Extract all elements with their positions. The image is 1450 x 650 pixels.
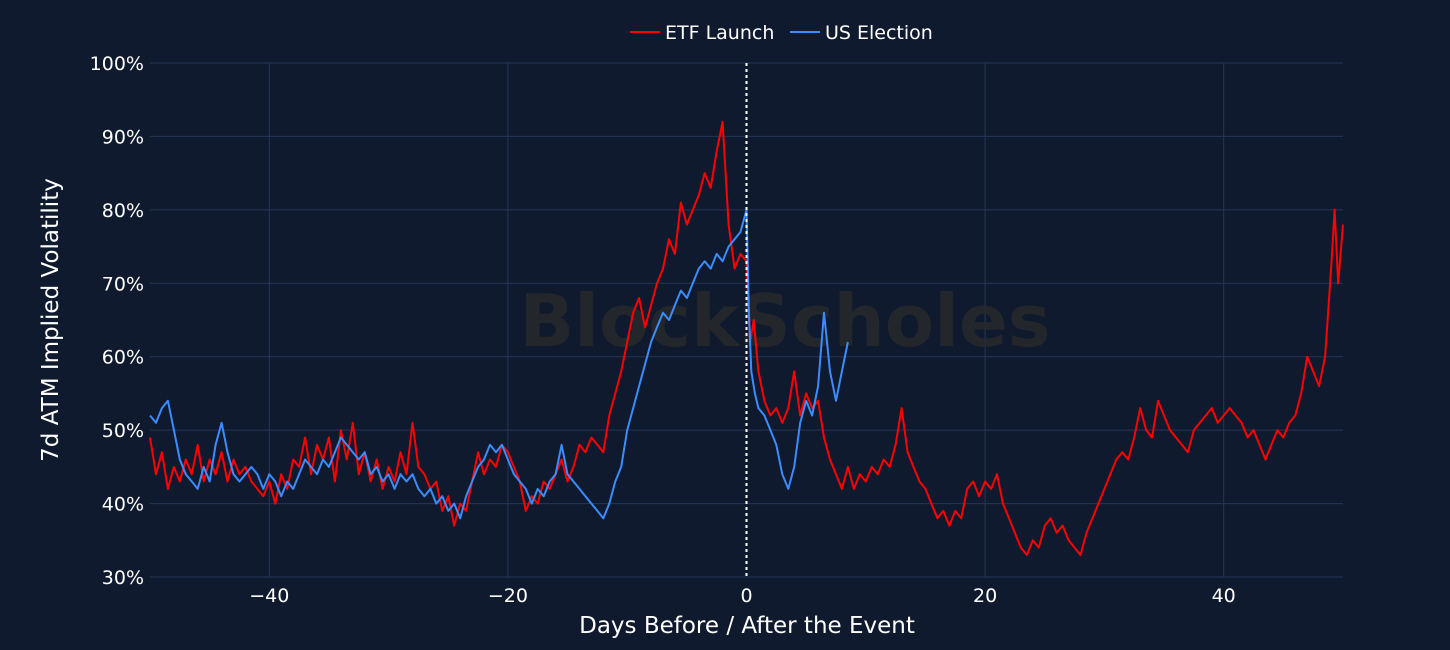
y-tick-label: 60% [102, 347, 144, 369]
y-tick-label: 100% [90, 53, 144, 75]
legend-label: US Election [825, 22, 933, 44]
x-tick-label: 0 [740, 585, 752, 607]
watermark: BlockScholes [519, 279, 1050, 363]
y-tick-label: 70% [102, 273, 144, 295]
series-line-us-election [149, 208, 849, 520]
legend-label: ETF Launch [665, 22, 774, 44]
x-tick-label: −20 [488, 585, 528, 607]
y-tick-label: 30% [102, 567, 144, 589]
x-tick-label: −40 [249, 585, 289, 607]
y-tick-label: 80% [102, 200, 144, 222]
x-tick-label: 20 [973, 585, 997, 607]
y-axis-title: 7d ATM Implied Volatility [38, 178, 64, 462]
x-tick-label: 40 [1212, 585, 1236, 607]
legend: ETF Launch US Election [630, 22, 933, 44]
y-tick-label: 40% [102, 494, 144, 516]
y-tick-label: 50% [102, 420, 144, 442]
series-layer [149, 120, 1344, 556]
tick-layer: 30% 40% 50% 60% 70% 80% 90% 100% −40 −20 0 20 40 [90, 53, 1236, 607]
x-axis-title: Days Before / After the Event [579, 613, 915, 639]
y-tick-label: 90% [102, 126, 144, 148]
